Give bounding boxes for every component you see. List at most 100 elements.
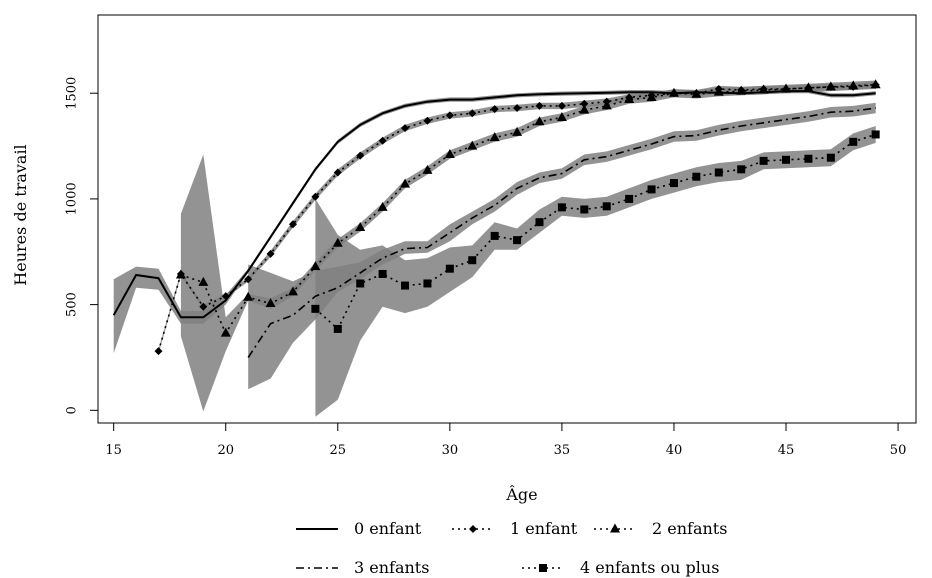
x-tick-label: 15 <box>105 443 122 458</box>
point-2-enfants <box>736 85 747 95</box>
point-1-enfant <box>580 99 589 108</box>
point-2-enfants <box>444 149 455 159</box>
point-1-enfant <box>401 124 410 133</box>
point-1-enfant <box>333 168 342 177</box>
x-tick-label: 50 <box>890 443 907 458</box>
legend-item-2-enfants: 2 enfants <box>594 519 727 538</box>
legend-label: 4 enfants ou plus <box>580 558 719 577</box>
point-4-enfants-ou-plus <box>333 324 342 333</box>
point-2-enfants <box>781 83 792 93</box>
point-4-enfants-ou-plus <box>849 137 858 146</box>
point-2-enfants <box>220 327 231 337</box>
point-2-enfants <box>848 80 859 90</box>
y-axis: 0 500 1000 1500 <box>65 77 99 414</box>
band-4-enfants-ou-plus <box>315 126 876 417</box>
point-4-enfants-ou-plus <box>692 172 701 181</box>
point-4-enfants-ou-plus <box>647 185 656 194</box>
x-axis-label: Âge <box>505 484 537 504</box>
point-2-enfants <box>400 178 411 188</box>
point-2-enfants <box>713 86 724 96</box>
x-tick-label: 30 <box>442 443 459 458</box>
point-2-enfants <box>556 112 567 122</box>
legend-marker <box>610 523 620 533</box>
legend-label: 0 enfant <box>354 519 422 538</box>
y-axis-label: Heures de travail <box>11 144 30 285</box>
point-2-enfants <box>512 126 523 136</box>
point-2-enfants <box>467 140 478 150</box>
point-1-enfant <box>423 116 432 125</box>
point-2-enfants <box>579 104 590 114</box>
x-axis: 15 20 25 30 35 40 45 50 <box>105 422 907 458</box>
point-1-enfant <box>356 151 365 160</box>
point-4-enfants-ou-plus <box>513 236 522 245</box>
point-2-enfants <box>624 94 635 104</box>
point-2-enfants <box>332 237 343 247</box>
point-4-enfants-ou-plus <box>625 194 634 203</box>
point-4-enfants-ou-plus <box>714 168 723 177</box>
band-0-enfant <box>113 89 876 354</box>
point-4-enfants-ou-plus <box>602 202 611 211</box>
point-1-enfant <box>445 111 454 120</box>
line-0-enfant <box>112 90 876 319</box>
point-4-enfants-ou-plus <box>445 264 454 273</box>
point-4-enfants-ou-plus <box>490 231 499 240</box>
point-4-enfants-ou-plus <box>737 165 746 174</box>
series-markers <box>154 79 881 356</box>
point-1-enfant <box>154 347 163 356</box>
legend-label: 2 enfants <box>652 519 727 538</box>
point-4-enfants-ou-plus <box>356 279 365 288</box>
point-1-enfant <box>513 104 522 113</box>
point-1-enfant <box>288 220 297 229</box>
point-2-enfants <box>287 286 298 296</box>
point-1-enfant <box>490 105 499 114</box>
point-1-enfant <box>244 275 253 284</box>
point-4-enfants-ou-plus <box>535 218 544 227</box>
line-3-enfants <box>247 107 876 358</box>
x-tick-label: 35 <box>554 443 571 458</box>
point-2-enfants <box>175 269 186 279</box>
legend-item-4-enfants-ou-plus: 4 enfants ou plus <box>522 558 719 577</box>
point-2-enfants <box>489 132 500 142</box>
point-2-enfants <box>534 116 545 126</box>
x-tick-label: 20 <box>217 443 234 458</box>
legend-item-1-enfant: 1 enfant <box>452 519 578 538</box>
point-4-enfants-ou-plus <box>759 156 768 165</box>
point-4-enfants-ou-plus <box>804 154 813 163</box>
point-4-enfants-ou-plus <box>423 279 432 288</box>
point-2-enfants <box>825 81 836 91</box>
point-1-enfant <box>199 302 208 311</box>
point-1-enfant <box>221 292 230 301</box>
point-2-enfants <box>243 291 254 301</box>
point-4-enfants-ou-plus <box>401 281 410 290</box>
point-2-enfants <box>310 261 321 271</box>
point-1-enfant <box>557 101 566 110</box>
point-4-enfants-ou-plus <box>311 304 320 313</box>
series-lines <box>112 84 876 358</box>
point-1-enfant <box>311 192 320 201</box>
legend-label: 3 enfants <box>354 558 429 577</box>
point-4-enfants-ou-plus <box>669 179 678 188</box>
point-2-enfants <box>355 221 366 231</box>
point-4-enfants-ou-plus <box>871 130 880 139</box>
legend-item-3-enfants: 3 enfants <box>296 558 429 577</box>
x-tick-label: 45 <box>778 443 795 458</box>
x-tick-label: 25 <box>330 443 347 458</box>
point-2-enfants <box>758 84 769 94</box>
point-2-enfants <box>691 88 702 98</box>
point-2-enfants <box>601 100 612 110</box>
point-1-enfant <box>266 249 275 258</box>
point-4-enfants-ou-plus <box>826 153 835 162</box>
point-2-enfants <box>377 201 388 211</box>
legend: 0 enfant 1 enfant 2 enfants 3 enfants 4 enfa… <box>296 519 727 577</box>
point-2-enfants <box>870 79 881 89</box>
line-2-enfants <box>180 84 876 335</box>
confidence-bands <box>113 80 876 417</box>
point-1-enfant <box>468 109 477 118</box>
point-1-enfant <box>378 136 387 145</box>
line-4-enfants-ou-plus <box>314 133 876 331</box>
point-1-enfant <box>535 101 544 110</box>
point-4-enfants-ou-plus <box>580 205 589 214</box>
point-2-enfants <box>646 91 657 101</box>
y-tick-label: 1500 <box>65 77 80 110</box>
